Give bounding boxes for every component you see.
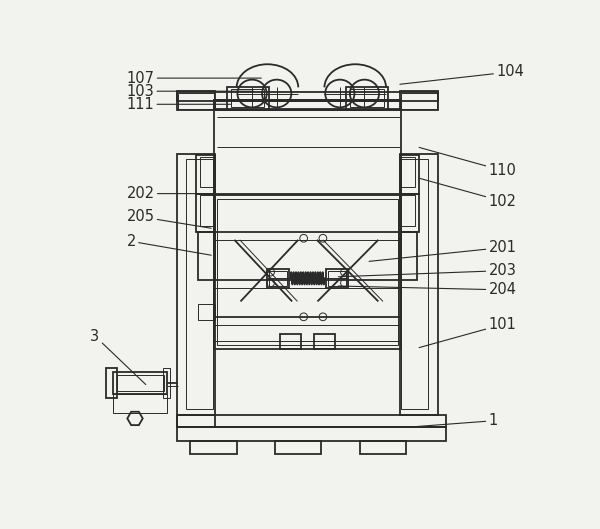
Text: 110: 110 [419,148,517,178]
Bar [350,89,384,107]
Text: 203: 203 [338,263,517,278]
Bar [401,195,415,226]
Bar [214,109,401,194]
Bar [269,271,287,286]
Text: 202: 202 [127,186,211,201]
Bar [268,269,289,288]
Bar [314,334,335,349]
Bar [360,441,406,454]
Bar [176,415,446,427]
Bar [400,155,419,194]
Bar [328,271,346,286]
Bar [280,334,301,349]
Bar [198,232,215,280]
Bar [230,89,265,107]
Text: 107: 107 [127,70,262,86]
Text: 201: 201 [369,240,517,261]
Text: 204: 204 [338,282,517,297]
Text: 111: 111 [127,97,230,112]
Text: 103: 103 [127,84,254,99]
Bar [214,99,401,111]
Text: 2: 2 [127,234,211,255]
Bar [326,269,347,288]
Bar [401,93,437,109]
Bar [176,153,215,415]
Bar [116,376,164,391]
Bar [200,157,214,187]
Text: 3: 3 [91,329,146,385]
Bar [227,87,269,111]
Bar [401,159,428,409]
Bar [178,93,214,109]
Bar [113,372,167,394]
Bar [400,232,417,280]
Bar [214,195,401,349]
Bar [198,305,215,320]
Bar [176,415,215,427]
Bar [215,101,400,109]
Text: 101: 101 [419,317,517,348]
Text: 1: 1 [412,413,498,428]
Bar [113,394,167,413]
Bar [400,91,439,111]
Bar [163,368,170,398]
Bar [190,441,236,454]
Bar [275,441,322,454]
Bar [176,427,446,441]
Bar [401,157,415,187]
Bar [200,195,214,226]
Bar [400,194,419,232]
Bar [106,368,116,398]
Bar [196,155,215,194]
Text: 205: 205 [127,209,211,228]
Text: 102: 102 [419,178,517,209]
Bar [176,91,215,111]
Bar [400,153,439,415]
Bar [217,199,398,345]
Text: 104: 104 [400,65,524,84]
Bar [196,194,215,232]
Bar [176,92,439,101]
Bar [186,159,213,409]
Bar [214,99,401,111]
Bar [346,87,388,111]
